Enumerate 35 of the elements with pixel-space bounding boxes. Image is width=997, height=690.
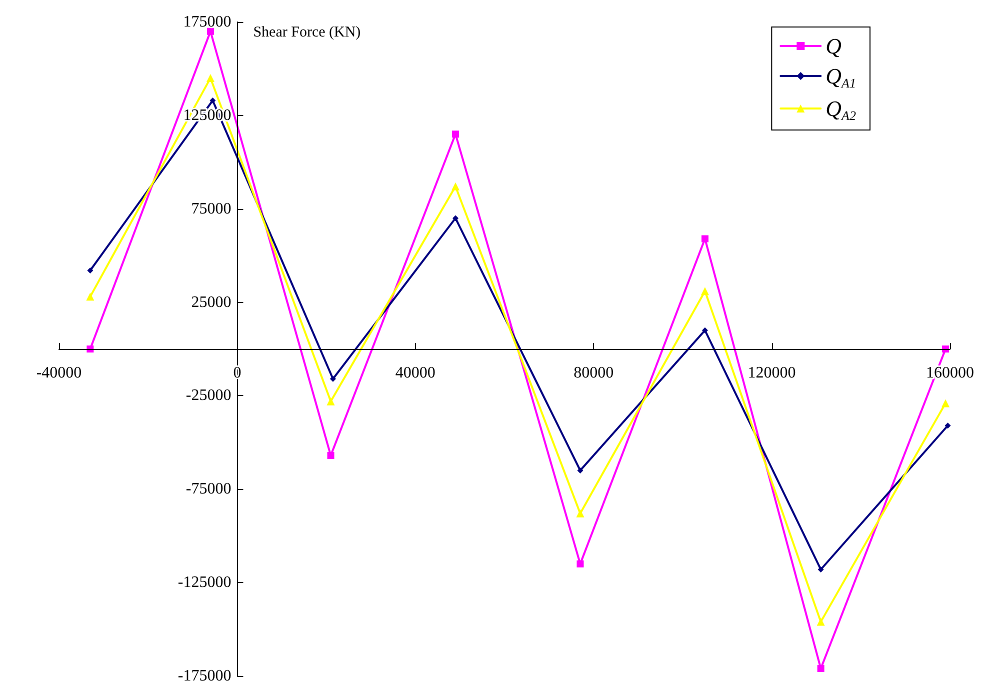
x-tick-label: 80000: [574, 364, 614, 382]
point: [206, 74, 214, 82]
point: [452, 130, 459, 138]
point: [577, 467, 584, 474]
point: [451, 182, 460, 190]
point: [701, 235, 708, 242]
point: [818, 566, 824, 572]
point: [87, 268, 94, 274]
point: [944, 422, 951, 429]
y-tick-label: 75000: [191, 200, 232, 218]
point: [816, 618, 825, 626]
point: [330, 376, 336, 382]
y-tick-label: -75000: [186, 480, 232, 498]
y-tick-label: -175000: [178, 668, 232, 684]
y-tick-label: -125000: [178, 574, 232, 592]
point: [206, 28, 214, 35]
y-tick-label: -25000: [186, 387, 232, 404]
point: [576, 509, 584, 518]
point: [702, 327, 708, 334]
point: [942, 399, 950, 408]
x-tick-label: 40000: [395, 364, 436, 382]
point: [326, 397, 335, 406]
point: [452, 215, 458, 222]
point: [210, 97, 216, 104]
y-tick-label: 175000: [183, 14, 232, 30]
legend-label: Q: [826, 34, 842, 58]
x-tick-label: 120000: [748, 364, 796, 382]
y-axis-title: Shear Force (KN): [253, 24, 361, 40]
x-tick-label: -40000: [36, 364, 82, 382]
point: [700, 287, 709, 296]
point: [327, 452, 334, 460]
point: [817, 665, 824, 672]
y-tick-label: 25000: [191, 294, 232, 311]
point: [576, 560, 584, 568]
point: [86, 292, 94, 301]
